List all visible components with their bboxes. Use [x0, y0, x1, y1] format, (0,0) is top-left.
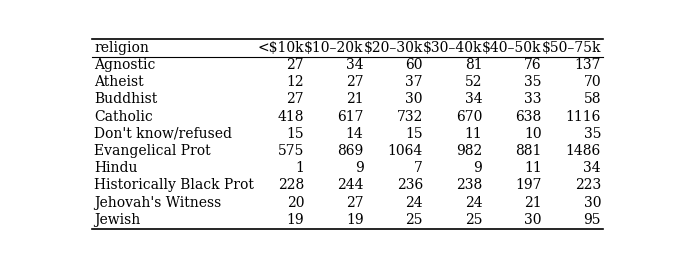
- Text: 20: 20: [287, 195, 304, 210]
- Text: 236: 236: [396, 178, 423, 192]
- Text: 30: 30: [524, 213, 542, 227]
- Text: 1064: 1064: [388, 144, 423, 158]
- Text: 95: 95: [583, 213, 601, 227]
- Text: 52: 52: [465, 75, 483, 89]
- Text: Jewish: Jewish: [94, 213, 140, 227]
- Text: 35: 35: [583, 127, 601, 141]
- Text: 12: 12: [287, 75, 304, 89]
- Text: 81: 81: [464, 58, 483, 72]
- Text: 7: 7: [414, 161, 423, 175]
- Text: Jehovah's Witness: Jehovah's Witness: [94, 195, 221, 210]
- Text: 25: 25: [465, 213, 483, 227]
- Text: 869: 869: [337, 144, 363, 158]
- Text: 617: 617: [337, 110, 363, 124]
- Text: 244: 244: [337, 178, 363, 192]
- Text: 11: 11: [524, 161, 542, 175]
- Text: 9: 9: [474, 161, 483, 175]
- Text: 238: 238: [456, 178, 483, 192]
- Text: $20–30k: $20–30k: [363, 41, 423, 55]
- Text: 33: 33: [524, 92, 542, 106]
- Text: 58: 58: [583, 92, 601, 106]
- Text: Agnostic: Agnostic: [94, 58, 155, 72]
- Text: Atheist: Atheist: [94, 75, 143, 89]
- Text: 25: 25: [405, 213, 423, 227]
- Text: 34: 34: [464, 92, 483, 106]
- Text: 24: 24: [464, 195, 483, 210]
- Text: Historically Black Prot: Historically Black Prot: [94, 178, 254, 192]
- Text: 15: 15: [287, 127, 304, 141]
- Text: 10: 10: [524, 127, 542, 141]
- Text: 1486: 1486: [566, 144, 601, 158]
- Text: 34: 34: [583, 161, 601, 175]
- Text: <$10k: <$10k: [258, 41, 304, 55]
- Text: religion: religion: [94, 41, 149, 55]
- Text: Catholic: Catholic: [94, 110, 153, 124]
- Text: 575: 575: [278, 144, 304, 158]
- Text: 19: 19: [287, 213, 304, 227]
- Text: 21: 21: [346, 92, 363, 106]
- Text: Buddhist: Buddhist: [94, 92, 157, 106]
- Text: $10–20k: $10–20k: [304, 41, 363, 55]
- Text: 15: 15: [405, 127, 423, 141]
- Text: Don't know/refused: Don't know/refused: [94, 127, 232, 141]
- Text: 30: 30: [583, 195, 601, 210]
- Text: 982: 982: [456, 144, 483, 158]
- Text: 881: 881: [516, 144, 542, 158]
- Text: 34: 34: [346, 58, 363, 72]
- Text: 37: 37: [405, 75, 423, 89]
- Text: 27: 27: [346, 195, 363, 210]
- Text: 11: 11: [464, 127, 483, 141]
- Text: 27: 27: [287, 58, 304, 72]
- Text: 35: 35: [524, 75, 542, 89]
- Text: 60: 60: [405, 58, 423, 72]
- Text: 30: 30: [405, 92, 423, 106]
- Text: 1116: 1116: [565, 110, 601, 124]
- Text: 418: 418: [278, 110, 304, 124]
- Text: $40–50k: $40–50k: [482, 41, 542, 55]
- Text: Evangelical Prot: Evangelical Prot: [94, 144, 211, 158]
- Text: 228: 228: [278, 178, 304, 192]
- Text: 27: 27: [346, 75, 363, 89]
- Text: 21: 21: [524, 195, 542, 210]
- Text: 223: 223: [575, 178, 601, 192]
- Text: Hindu: Hindu: [94, 161, 137, 175]
- Text: 27: 27: [287, 92, 304, 106]
- Text: 9: 9: [355, 161, 363, 175]
- Text: 638: 638: [516, 110, 542, 124]
- Text: 732: 732: [396, 110, 423, 124]
- Text: 19: 19: [346, 213, 363, 227]
- Text: 670: 670: [456, 110, 483, 124]
- Text: 70: 70: [583, 75, 601, 89]
- Text: $50–75k: $50–75k: [542, 41, 601, 55]
- Text: 14: 14: [346, 127, 363, 141]
- Text: 76: 76: [524, 58, 542, 72]
- Text: 197: 197: [515, 178, 542, 192]
- Text: $30–40k: $30–40k: [423, 41, 483, 55]
- Text: 137: 137: [575, 58, 601, 72]
- Text: 1: 1: [295, 161, 304, 175]
- Text: 24: 24: [405, 195, 423, 210]
